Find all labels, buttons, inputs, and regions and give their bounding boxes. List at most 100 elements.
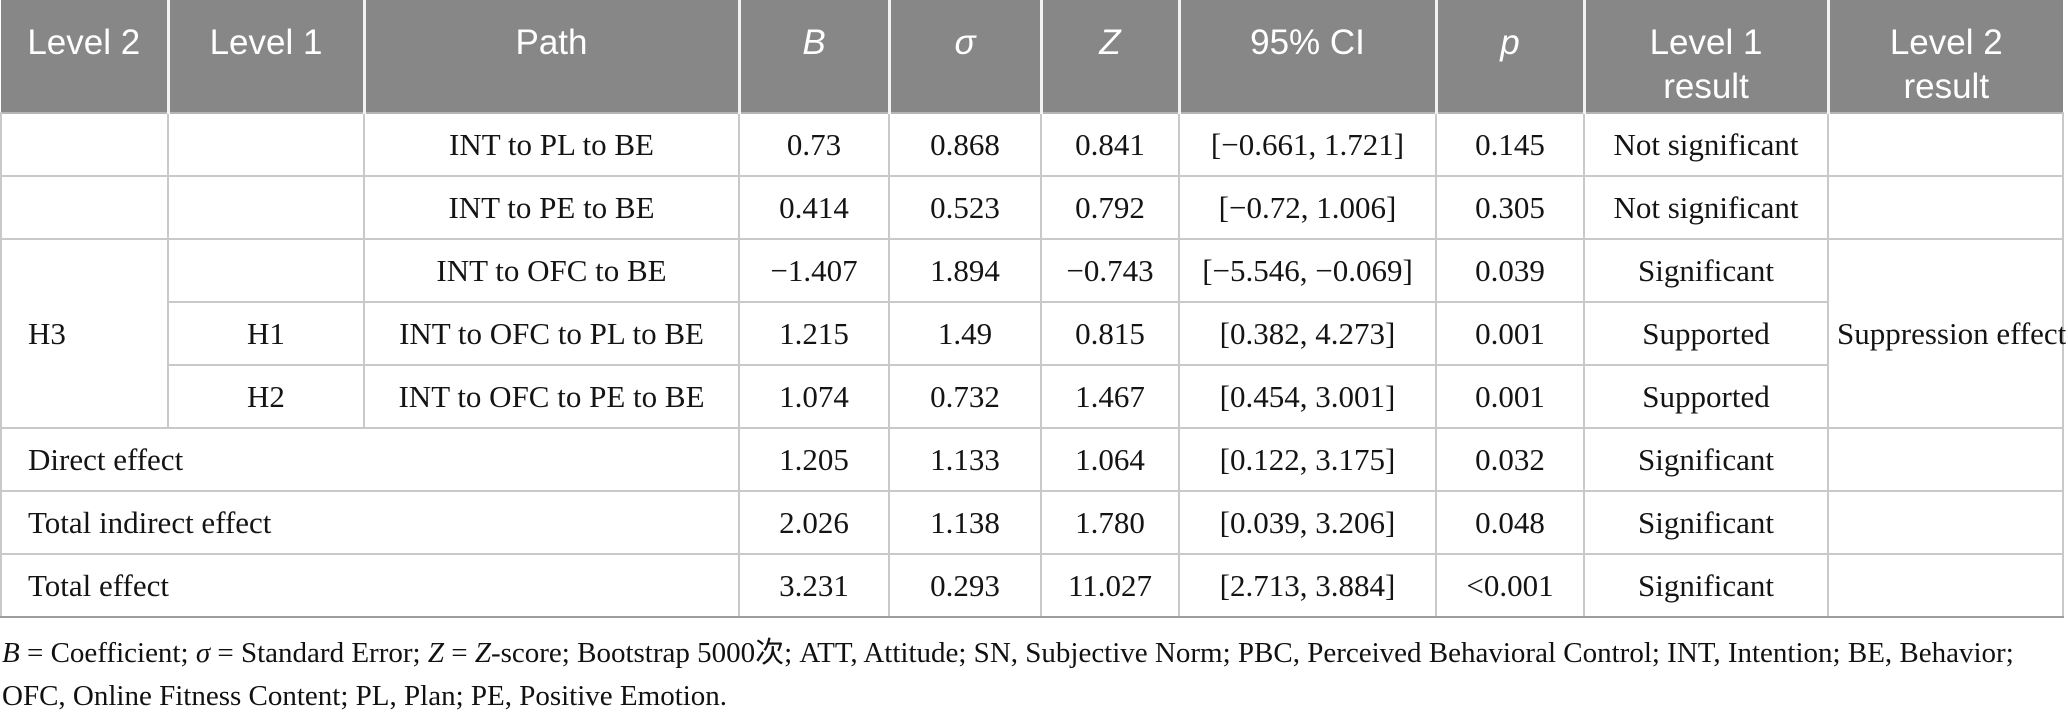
cell-level1-result: Not significant: [1583, 175, 1829, 240]
cell-path: INT to PE to BE: [363, 175, 740, 240]
cell-sigma: 0.523: [888, 175, 1042, 240]
cell-path: INT to PL to BE: [363, 112, 740, 177]
footnote-segment: Z: [474, 637, 491, 669]
table-row: Total indirect effect 2.026 1.138 1.780 …: [0, 490, 2064, 555]
cell-p: 0.001: [1435, 364, 1585, 429]
footnote-segment: = Standard Error;: [210, 637, 428, 669]
cell-ci: [0.382, 4.273]: [1178, 301, 1437, 366]
cell-sigma: 1.138: [888, 490, 1042, 555]
col-header-ci: 95% CI: [1177, 0, 1436, 113]
table-header: Level 2 Level 1 Path B σ Z 95% CI p Leve…: [1, 0, 2063, 113]
table-footnote: B = Coefficient; σ = Standard Error; Z =…: [2, 632, 2018, 718]
cell-z: 0.815: [1040, 301, 1180, 366]
cell-b: 1.205: [738, 427, 890, 492]
cell-sigma: 1.133: [888, 427, 1042, 492]
cell-ci: [0.454, 3.001]: [1178, 364, 1437, 429]
table-row: INT to PL to BE 0.73 0.868 0.841 [−0.661…: [0, 112, 2064, 177]
cell-level1: [167, 238, 365, 303]
footnote-segment: B: [2, 637, 20, 669]
cell-ci: [−0.661, 1.721]: [1178, 112, 1437, 177]
cell-z: 1.467: [1040, 364, 1180, 429]
cell-level1-result: Supported: [1583, 364, 1829, 429]
cell-z: 0.792: [1040, 175, 1180, 240]
cell-ci: [0.039, 3.206]: [1178, 490, 1437, 555]
col-header-level1-result: Level 1 result: [1582, 0, 1828, 113]
cell-level2-result-suppression: Suppression effect: [1827, 238, 2066, 429]
cell-level1-result: Significant: [1583, 490, 1829, 555]
cell-level1-result: Significant: [1583, 238, 1829, 303]
table-row: H2 INT to OFC to PE to BE 1.074 0.732 1.…: [1, 364, 2063, 429]
col-header-level2-result: Level 2 result: [1826, 0, 2063, 113]
cell-p: 0.048: [1435, 490, 1585, 555]
col-header-sigma: σ: [887, 0, 1041, 113]
cell-sigma: 0.868: [888, 112, 1042, 177]
cell-sigma: 1.894: [888, 238, 1042, 303]
footnote-segment: Z: [427, 637, 444, 669]
footnote-segment: σ: [195, 637, 211, 669]
cell-level1-result: Supported: [1583, 301, 1829, 366]
cell-level2-result: [1827, 427, 2064, 492]
cell-level2-result: [1827, 112, 2064, 177]
col-header-b: B: [737, 0, 889, 113]
cell-b: 2.026: [738, 490, 890, 555]
cell-sigma: 0.293: [888, 553, 1042, 618]
cell-level2-result: [1827, 175, 2064, 240]
cell-effect-label: Direct effect: [0, 427, 740, 492]
cell-level1-result: Significant: [1583, 553, 1829, 618]
cell-level2: [0, 112, 169, 177]
table-row: Direct effect 1.205 1.133 1.064 [0.122, …: [0, 427, 2064, 492]
footnote-segment: = Coefficient;: [19, 637, 196, 669]
cell-level1: [167, 112, 365, 177]
cell-z: 1.064: [1040, 427, 1180, 492]
table-row: H1 INT to OFC to PL to BE 1.215 1.49 0.8…: [1, 301, 2063, 366]
cell-b: 1.074: [738, 364, 890, 429]
mediation-results-table: Level 2 Level 1 Path B σ Z 95% CI p Leve…: [0, 0, 2066, 618]
cell-ci: [2.713, 3.884]: [1178, 553, 1437, 618]
cell-effect-label: Total indirect effect: [0, 490, 740, 555]
cell-z: 11.027: [1040, 553, 1180, 618]
cell-ci: [−0.72, 1.006]: [1178, 175, 1437, 240]
table-body: INT to PL to BE 0.73 0.868 0.841 [−0.661…: [0, 112, 2066, 618]
cell-p: 0.145: [1435, 112, 1585, 177]
cell-level2-result: [1827, 553, 2064, 618]
cell-level2-h3: H3: [0, 238, 169, 429]
cell-level1-result: Not significant: [1583, 112, 1829, 177]
cell-b: 3.231: [738, 553, 890, 618]
cell-p: 0.032: [1435, 427, 1585, 492]
table-row: INT to PE to BE 0.414 0.523 0.792 [−0.72…: [0, 175, 2064, 240]
header-row: Level 2 Level 1 Path B σ Z 95% CI p Leve…: [1, 0, 2063, 113]
cell-path: INT to OFC to PE to BE: [363, 364, 740, 429]
cell-p: 0.305: [1435, 175, 1585, 240]
cell-level2-result: [1827, 490, 2064, 555]
cell-p: <0.001: [1435, 553, 1585, 618]
cell-p: 0.001: [1435, 301, 1585, 366]
col-header-path: Path: [362, 0, 739, 113]
col-header-z: Z: [1039, 0, 1179, 113]
cell-b: 1.215: [738, 301, 890, 366]
footnote-segment: -score; Bootstrap 5000次; ATT, Attitude; …: [2, 637, 2014, 712]
cell-p: 0.039: [1435, 238, 1585, 303]
cell-b: −1.407: [738, 238, 890, 303]
col-header-p: p: [1434, 0, 1584, 113]
cell-sigma: 0.732: [888, 364, 1042, 429]
cell-path: INT to OFC to BE: [363, 238, 740, 303]
cell-level1: H1: [167, 301, 365, 366]
cell-z: 0.841: [1040, 112, 1180, 177]
cell-z: 1.780: [1040, 490, 1180, 555]
footnote-segment: =: [443, 637, 475, 669]
cell-level1-result: Significant: [1583, 427, 1829, 492]
cell-b: 0.73: [738, 112, 890, 177]
table-row: H3 INT to OFC to BE −1.407 1.894 −0.743 …: [0, 238, 2066, 429]
col-header-level2: Level 2: [1, 0, 168, 113]
cell-ci: [0.122, 3.175]: [1178, 427, 1437, 492]
cell-level2: [0, 175, 169, 240]
cell-path: INT to OFC to PL to BE: [363, 301, 740, 366]
cell-ci: [−5.546, −0.069]: [1178, 238, 1437, 303]
cell-b: 0.414: [738, 175, 890, 240]
cell-level1: [167, 175, 365, 240]
col-header-level1: Level 1: [166, 0, 364, 113]
cell-level1: H2: [167, 364, 365, 429]
cell-effect-label: Total effect: [0, 553, 740, 618]
cell-z: −0.743: [1040, 238, 1180, 303]
